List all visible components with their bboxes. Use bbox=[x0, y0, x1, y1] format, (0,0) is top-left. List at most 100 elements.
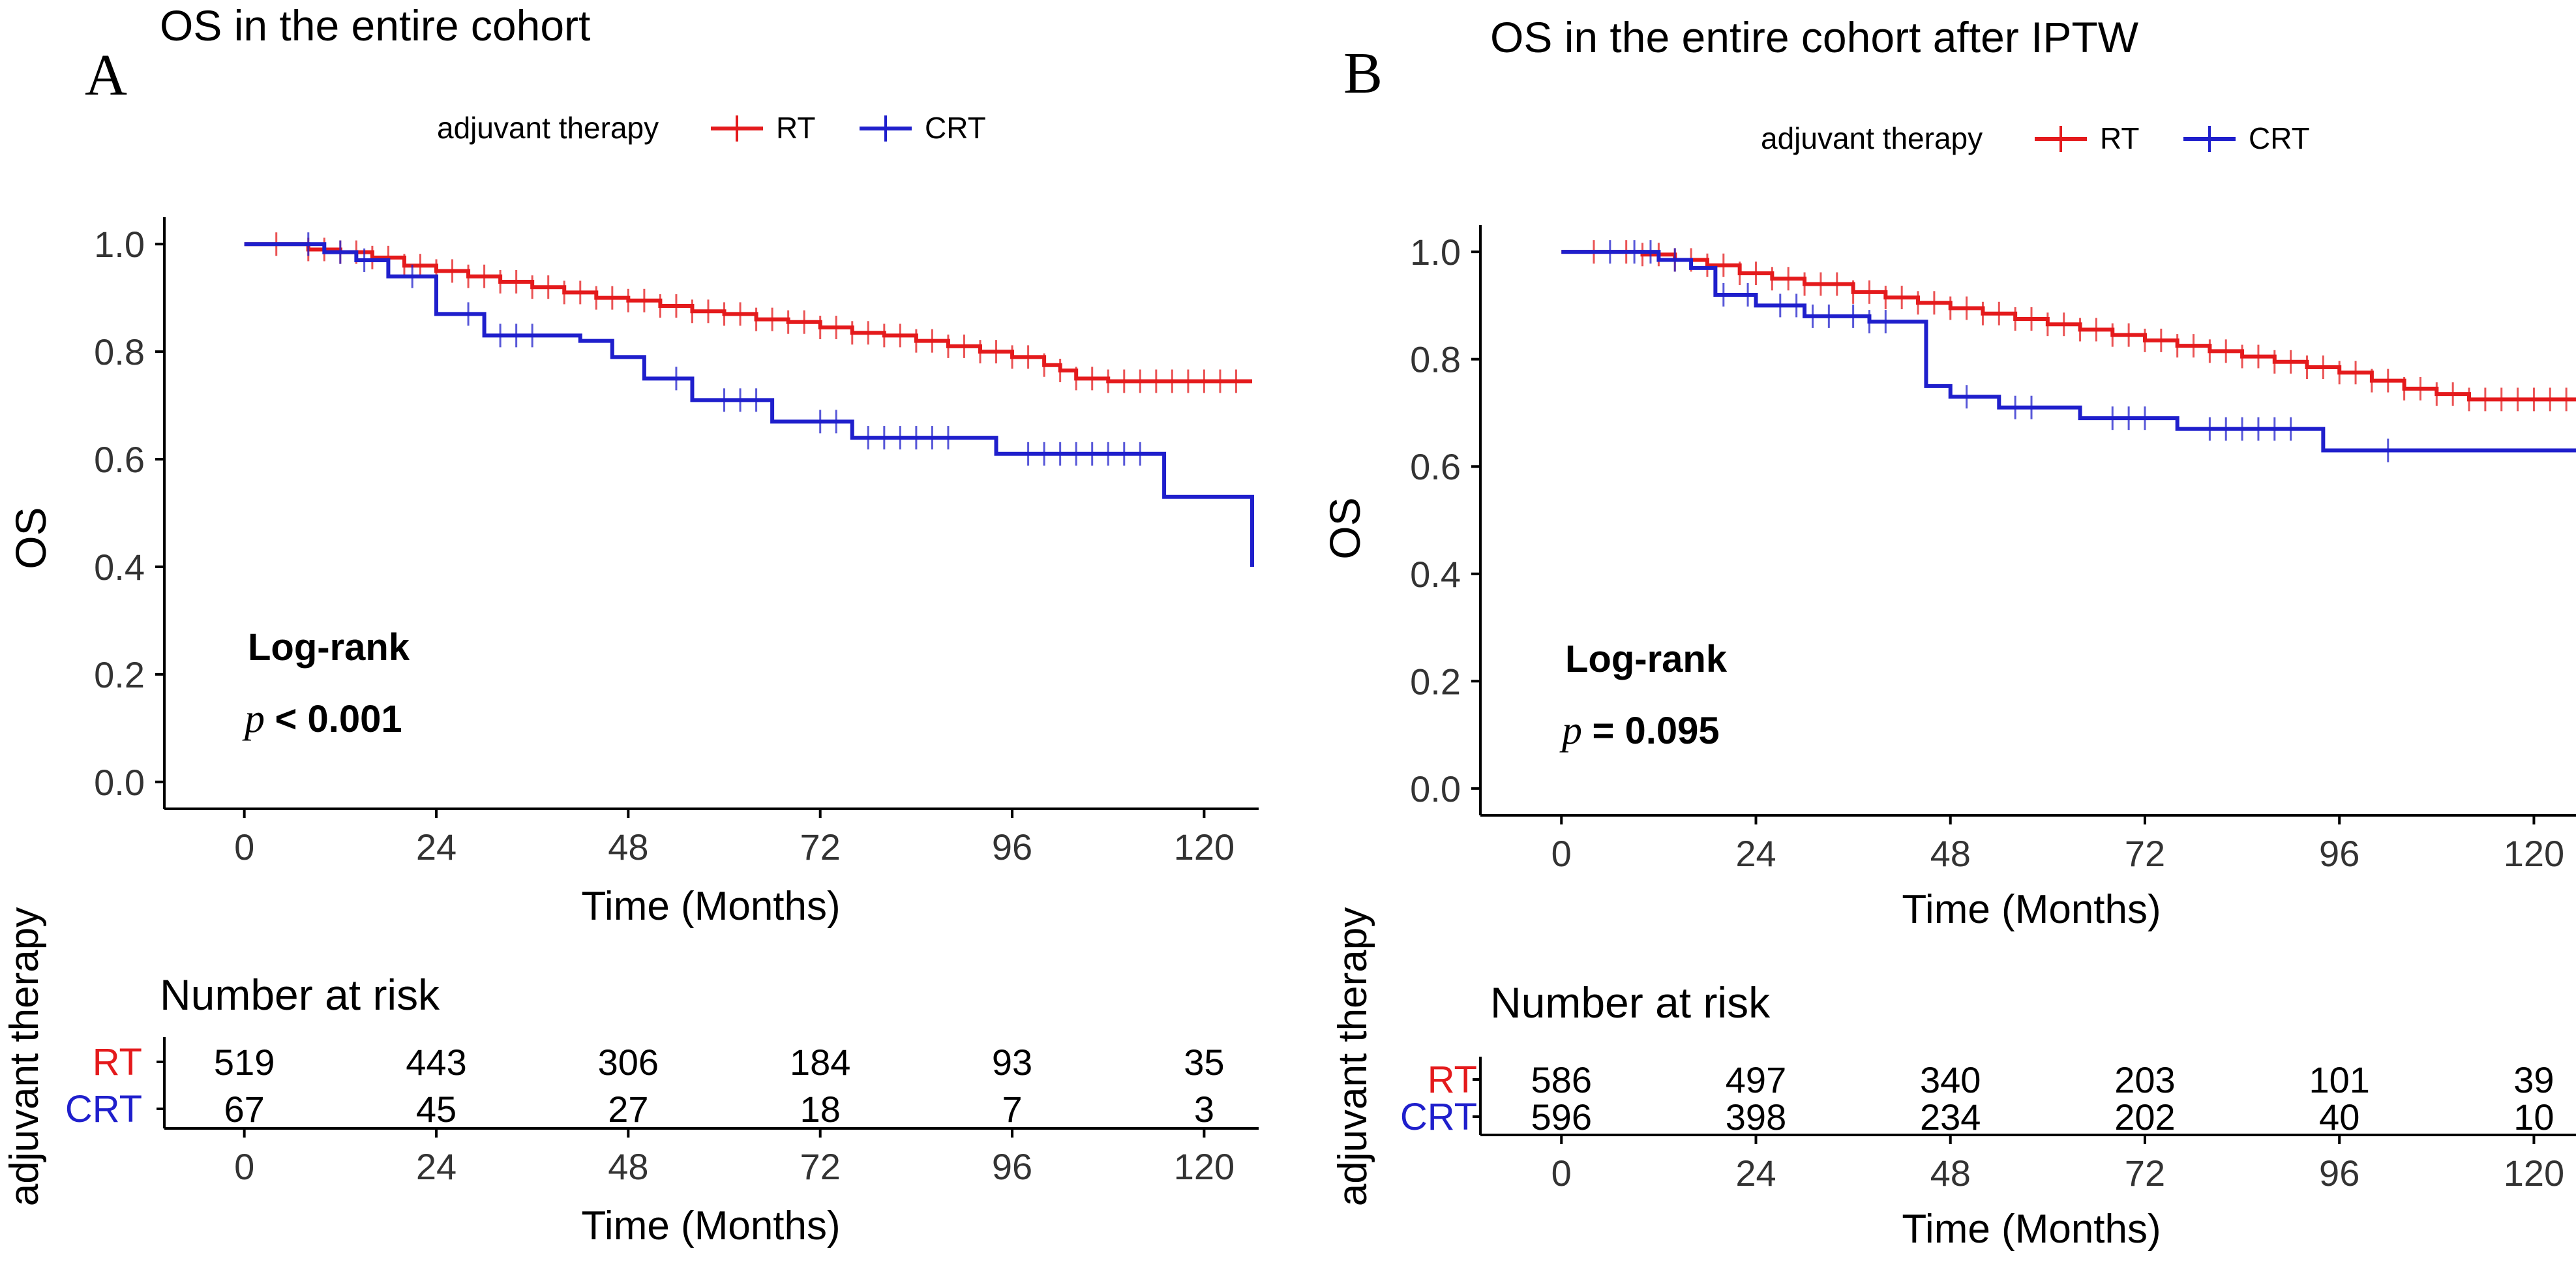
risk-x-tick-label: 24 bbox=[1735, 1153, 1776, 1194]
panel-b-ylabel: OS bbox=[1321, 497, 1369, 559]
risk-x-tick-label: 24 bbox=[416, 1146, 457, 1187]
risk-cell: 7 bbox=[1002, 1089, 1022, 1130]
y-tick-label: 0.8 bbox=[1410, 339, 1461, 380]
panel-b-risk-table: RT 586 497 340 203 101 39 CRT 596 398 234 202 40 10 0 2… bbox=[1400, 1057, 2576, 1194]
risk-cell: 497 bbox=[1726, 1059, 1786, 1100]
p-symbol: p bbox=[1559, 708, 1593, 753]
y-tick-label: 0.0 bbox=[94, 762, 145, 803]
x-tick-label: 120 bbox=[2504, 833, 2564, 874]
p-value: = 0.095 bbox=[1593, 710, 1720, 752]
risk-x-tick-label: 48 bbox=[608, 1146, 648, 1187]
y-tick-label: 0.2 bbox=[1410, 661, 1461, 702]
panel-b-letter: B bbox=[1343, 41, 1383, 106]
panel-b-plot: 0.0 0.2 0.4 0.6 0.8 1.0 0 24 48 72 96 120 Log-rank p … bbox=[1410, 225, 2576, 874]
risk-x-tick-label: 72 bbox=[2125, 1153, 2165, 1194]
x-tick-label: 24 bbox=[416, 826, 457, 868]
risk-x-tick-label: 0 bbox=[234, 1146, 254, 1187]
y-tick-label: 0.4 bbox=[1410, 554, 1461, 595]
risk-cell: 27 bbox=[608, 1089, 648, 1130]
x-tick-label: 24 bbox=[1735, 833, 1776, 874]
panel-a-title: OS in the entire cohort bbox=[160, 1, 590, 50]
x-tick-label: 48 bbox=[608, 826, 648, 868]
p-value-annotation: p < 0.001 bbox=[242, 697, 402, 741]
risk-cell: 443 bbox=[406, 1042, 466, 1083]
panel-a-plot: 0.0 0.2 0.4 0.6 0.8 1.0 0 24 48 72 96 120 Log-rank p … bbox=[94, 217, 1259, 868]
p-value: < 0.001 bbox=[275, 698, 402, 740]
risk-cell: 67 bbox=[224, 1089, 264, 1130]
x-tick-label: 72 bbox=[800, 826, 841, 868]
y-tick-label: 0.0 bbox=[1410, 768, 1461, 809]
risk-cell: 586 bbox=[1531, 1059, 1592, 1100]
risk-cell: 306 bbox=[598, 1042, 659, 1083]
series-line-crt bbox=[244, 242, 1254, 567]
risk-row-label-rt: RT bbox=[93, 1041, 142, 1083]
risk-cell: 203 bbox=[2114, 1059, 2175, 1100]
y-tick-label: 0.6 bbox=[1410, 446, 1461, 487]
legend-label-crt: CRT bbox=[925, 111, 986, 145]
risk-cell: 398 bbox=[1726, 1096, 1786, 1138]
risk-row-label-rt: RT bbox=[1428, 1059, 1477, 1101]
risk-cell: 519 bbox=[214, 1042, 275, 1083]
panel-b-risk-xlabel: Time (Months) bbox=[1902, 1207, 2161, 1252]
risk-cell: 596 bbox=[1531, 1096, 1592, 1138]
panel-b-title: OS in the entire cohort after IPTW bbox=[1490, 13, 2139, 61]
y-tick-label: 1.0 bbox=[1410, 232, 1461, 273]
risk-cell: 18 bbox=[800, 1089, 841, 1130]
risk-x-tick-label: 96 bbox=[2319, 1153, 2359, 1194]
risk-x-tick-label: 96 bbox=[992, 1146, 1032, 1187]
x-tick-label: 0 bbox=[1551, 833, 1572, 874]
panel-a-letter: A bbox=[85, 43, 127, 108]
y-tick-label: 0.6 bbox=[94, 439, 145, 480]
series-line-rt bbox=[244, 242, 1252, 384]
risk-cell: 10 bbox=[2513, 1096, 2554, 1138]
p-symbol: p bbox=[242, 697, 275, 741]
panel-a-risk-title: Number at risk bbox=[160, 971, 440, 1019]
risk-cell: 234 bbox=[1920, 1096, 1981, 1138]
panel-b-legend: adjuvant therapy RT CRT bbox=[1761, 121, 2310, 155]
risk-x-tick-label: 48 bbox=[1930, 1153, 1971, 1194]
y-tick-label: 1.0 bbox=[94, 224, 145, 265]
risk-cell: 45 bbox=[416, 1089, 457, 1130]
risk-x-tick-label: 0 bbox=[1551, 1153, 1572, 1194]
risk-x-tick-label: 120 bbox=[2504, 1153, 2564, 1194]
legend-label-crt: CRT bbox=[2249, 121, 2310, 155]
panel-b: OS in the entire cohort after IPTW B adj… bbox=[1321, 13, 2576, 1252]
y-tick-label: 0.2 bbox=[94, 654, 145, 695]
x-tick-label: 96 bbox=[992, 826, 1032, 868]
panel-b-risk-ytitle: adjuvant therapy bbox=[1330, 907, 1375, 1206]
panel-b-xlabel: Time (Months) bbox=[1902, 887, 2161, 932]
panel-a-legend: adjuvant therapy RT CRT bbox=[437, 111, 986, 145]
risk-cell: 340 bbox=[1920, 1059, 1981, 1100]
risk-cell: 101 bbox=[2309, 1059, 2369, 1100]
risk-cell: 202 bbox=[2114, 1096, 2175, 1138]
risk-row-label-crt: CRT bbox=[1400, 1096, 1477, 1138]
x-tick-label: 120 bbox=[1174, 826, 1235, 868]
risk-cell: 3 bbox=[1194, 1089, 1214, 1130]
risk-x-tick-label: 120 bbox=[1174, 1146, 1235, 1187]
legend-title: adjuvant therapy bbox=[437, 111, 659, 145]
risk-cell: 40 bbox=[2319, 1096, 2359, 1138]
legend-label-rt: RT bbox=[776, 111, 816, 145]
panel-a-risk-table: RT 519 443 306 184 93 35 CRT 67 45 27 18 7 3 0 24 48 72 96… bbox=[65, 1037, 1259, 1187]
logrank-label: Log-rank bbox=[1565, 638, 1728, 680]
panel-a-ylabel: OS bbox=[7, 507, 55, 569]
x-tick-label: 48 bbox=[1930, 833, 1971, 874]
panel-a-risk-ytitle: adjuvant therapy bbox=[2, 907, 47, 1206]
y-tick-label: 0.8 bbox=[94, 331, 145, 372]
legend-title: adjuvant therapy bbox=[1761, 121, 1983, 155]
risk-cell: 39 bbox=[2513, 1059, 2554, 1100]
panel-a: OS in the entire cohort A adjuvant thera… bbox=[2, 1, 1259, 1248]
risk-cell: 35 bbox=[1184, 1042, 1224, 1083]
y-tick-label: 0.4 bbox=[94, 547, 145, 588]
risk-cell: 93 bbox=[992, 1042, 1032, 1083]
risk-row-label-crt: CRT bbox=[65, 1088, 142, 1130]
risk-cell: 184 bbox=[790, 1042, 850, 1083]
x-tick-label: 0 bbox=[234, 826, 254, 868]
logrank-label: Log-rank bbox=[248, 626, 410, 669]
p-value-annotation: p = 0.095 bbox=[1559, 708, 1720, 753]
series-line-crt bbox=[1561, 250, 2576, 453]
legend-label-rt: RT bbox=[2100, 121, 2140, 155]
panel-a-xlabel: Time (Months) bbox=[581, 884, 840, 929]
x-tick-label: 72 bbox=[2125, 833, 2165, 874]
